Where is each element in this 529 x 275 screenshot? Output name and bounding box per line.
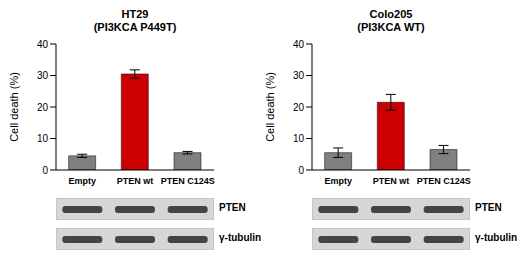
svg-text:40: 40 [293,39,305,50]
svg-text:Empty: Empty [69,176,97,186]
svg-text:40: 40 [37,39,49,50]
html-text:(PI3KCA WT): (PI3KCA WT) [357,21,425,33]
html-text:HT29: HT29 [121,8,149,20]
html-text:PTEN: PTEN [219,202,246,213]
html-text:γ-tubulin: γ-tubulin [475,232,518,243]
svg-text:30: 30 [37,70,49,81]
svg-text:PTEN wt: PTEN wt [373,176,410,186]
svg-text:20: 20 [37,102,49,113]
svg-text:10: 10 [37,133,49,144]
svg-text:PTEN C124S: PTEN C124S [161,176,215,186]
svg-text:0: 0 [298,165,304,176]
html-text:Colo205: Colo205 [369,8,413,20]
html-text:γ-tubulin: γ-tubulin [219,232,262,243]
svg-text:0: 0 [42,165,48,176]
svg-text:Empty: Empty [325,176,353,186]
html-text:PTEN: PTEN [475,202,502,213]
html-text:(PI3KCA P449T): (PI3KCA P449T) [93,21,177,33]
svg-text:10: 10 [293,133,305,144]
svg-text:20: 20 [293,102,305,113]
svg-text:PTEN C124S: PTEN C124S [417,176,471,186]
svg-text:30: 30 [293,70,305,81]
svg-text:PTEN wt: PTEN wt [117,176,154,186]
svg-text:Cell death (%): Cell death (%) [8,72,20,142]
svg-text:Cell death (%): Cell death (%) [264,72,276,142]
